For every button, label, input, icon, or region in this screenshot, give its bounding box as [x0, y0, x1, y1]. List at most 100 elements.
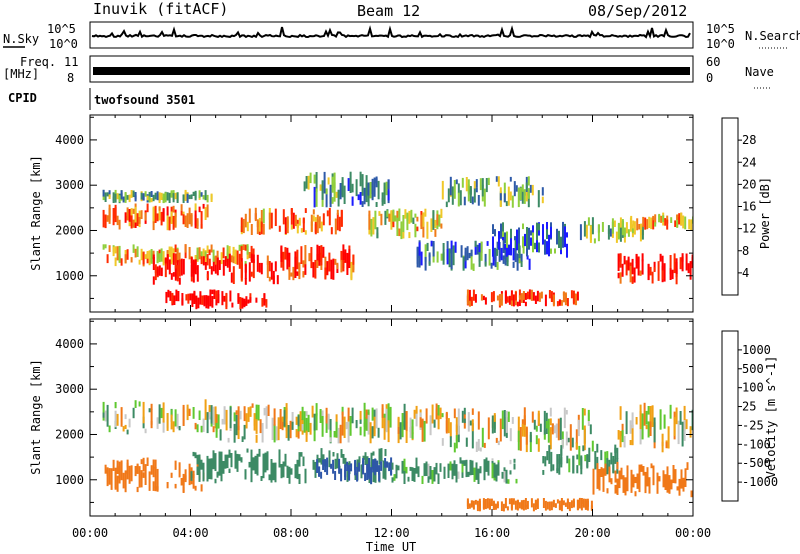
power-cell	[140, 210, 143, 219]
power-cell	[184, 215, 187, 227]
velocity-cell	[152, 481, 155, 491]
velocity-cell	[407, 476, 410, 482]
power-cell	[527, 176, 530, 186]
velocity-cell	[429, 415, 432, 436]
velocity-cell	[411, 419, 414, 439]
velocity-cell	[340, 468, 343, 482]
velocity-cell	[397, 416, 400, 427]
power-cell	[500, 223, 502, 239]
power-cell	[118, 245, 121, 260]
velocity-cell	[220, 451, 223, 464]
velocity-cell	[319, 409, 322, 423]
velocity-cell	[384, 461, 387, 480]
velocity-cell	[539, 423, 542, 432]
velocity-cell	[507, 479, 510, 484]
velocity-cell	[513, 458, 516, 463]
velocity-cell	[569, 424, 572, 451]
power-cell	[623, 227, 626, 238]
power-cell	[106, 215, 109, 222]
power-cell	[200, 211, 203, 229]
velocity-cell	[372, 462, 375, 473]
power-cell	[484, 253, 487, 265]
velocity-cell	[296, 459, 299, 480]
velocity-cell	[491, 463, 494, 479]
velocity-cell	[233, 412, 236, 422]
velocity-cell	[364, 454, 367, 465]
power-cell	[212, 249, 215, 262]
power-cell	[638, 224, 641, 230]
velocity-cell	[382, 460, 385, 479]
velocity-cell	[488, 498, 491, 509]
power-cell	[478, 244, 481, 262]
velocity-cell	[214, 453, 217, 471]
power-cell	[202, 195, 205, 200]
velocity-cell	[150, 420, 153, 429]
velocity-cell	[304, 468, 307, 483]
velocity-cell	[188, 463, 191, 486]
power-cell	[522, 236, 524, 248]
power-cell	[688, 219, 691, 230]
power-cell	[325, 189, 328, 208]
velocity-cell	[384, 458, 387, 468]
power-cell	[220, 252, 223, 265]
velocity-cell	[678, 478, 681, 496]
power-cell	[514, 300, 517, 306]
power-cell	[473, 187, 476, 203]
power-cell	[320, 221, 323, 232]
power-cell	[400, 221, 403, 240]
power-cell	[250, 253, 253, 263]
power-cell	[486, 241, 489, 246]
velocity-cell	[305, 417, 308, 436]
power-cell	[436, 214, 439, 226]
power-cell	[262, 223, 265, 235]
velocity-cell	[286, 469, 289, 476]
velocity-cell	[334, 471, 337, 480]
velocity-cell	[401, 413, 404, 438]
velocity-cell	[194, 422, 197, 430]
power-cell	[517, 187, 520, 192]
velocity-cell	[650, 463, 653, 469]
velocity-cell	[596, 443, 599, 453]
power-cell	[150, 198, 153, 203]
velocity-cell	[112, 459, 115, 471]
velocity-cell	[234, 450, 237, 469]
power-cell	[226, 245, 229, 257]
power-cell	[187, 293, 190, 304]
power-cell	[368, 214, 371, 230]
power-cell	[541, 196, 544, 204]
power-cell	[503, 193, 506, 203]
velocity-cell	[419, 417, 422, 428]
velocity-cell	[415, 460, 418, 468]
power-cell	[258, 217, 261, 232]
velocity-cell	[108, 425, 111, 433]
velocity-cell	[479, 466, 482, 474]
velocity-cell	[328, 450, 331, 468]
velocity-cell	[210, 405, 213, 424]
velocity-cell	[160, 407, 163, 419]
velocity-cell	[339, 424, 342, 444]
power-cell	[654, 214, 657, 224]
power-cell	[250, 224, 253, 235]
velocity-cell	[244, 469, 247, 480]
power-cell	[244, 213, 247, 228]
power-cell	[196, 218, 199, 229]
velocity-cell	[336, 453, 339, 469]
velocity-cell	[647, 406, 650, 415]
velocity-cell	[273, 408, 276, 426]
velocity-cell	[465, 437, 468, 447]
power-cell	[290, 208, 293, 225]
velocity-cell	[237, 425, 240, 439]
velocity-cell	[661, 433, 664, 453]
velocity-cell	[506, 506, 509, 511]
velocity-cell	[235, 410, 238, 415]
power-cell	[309, 172, 312, 184]
power-cell	[150, 249, 153, 264]
power-cell	[112, 208, 115, 226]
velocity-cell	[614, 484, 617, 490]
velocity-cell	[303, 411, 306, 433]
power-cell	[174, 265, 177, 281]
velocity-cell	[255, 434, 258, 443]
power-cell	[499, 193, 502, 201]
power-cell	[130, 190, 133, 198]
power-cell	[526, 227, 528, 249]
